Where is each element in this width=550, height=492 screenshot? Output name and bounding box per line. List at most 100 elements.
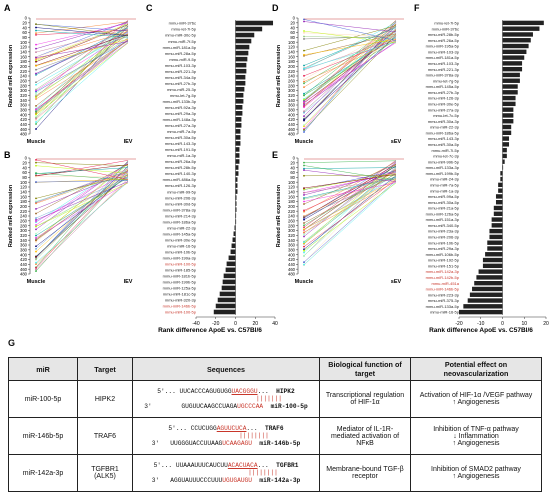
slope-line: [304, 42, 396, 105]
category-label: mmu-miR-30a-5p: [165, 135, 197, 140]
slope-point: [35, 219, 37, 221]
seq-bars: |||||||: [170, 395, 282, 402]
cell-sequence: 5'... UUCACCCAGUGUGGUACGGGU... HIPK2 |||…: [133, 381, 320, 418]
slope-point: [303, 250, 305, 252]
bar: [236, 195, 237, 200]
category-label: mmu-miR-22-3p: [430, 125, 460, 130]
seq-bot-site: UGUGAUGU: [222, 477, 252, 484]
category-label: mmu-miR-7a-5p: [167, 129, 197, 134]
x-category-label: lEV: [124, 139, 133, 145]
slope-point: [35, 23, 37, 25]
category-label: mmu-miR-92a-3p: [165, 105, 197, 110]
bar: [487, 240, 502, 244]
seq-bot-site: UCAAGAGU: [222, 440, 252, 447]
slope-chart-e: Ranked miR expression0204060801001201401…: [276, 156, 404, 285]
category-label: mmu-miR-126a-5p: [426, 211, 460, 216]
slope-point: [35, 32, 37, 34]
bar: [226, 268, 236, 273]
slope-line: [304, 35, 396, 130]
slope-point: [303, 75, 305, 77]
bar: [503, 73, 520, 77]
x-category-label: Muscle: [295, 279, 314, 285]
category-label: mmu-miR-142a-3p: [426, 269, 460, 274]
slope-point: [303, 234, 305, 236]
slope-point: [35, 248, 37, 250]
effect-line: ↑ Angiogenesis: [414, 473, 538, 480]
category-label: mmu-miR-221-3p: [165, 69, 197, 74]
slope-point: [35, 175, 37, 177]
slope-point: [35, 123, 37, 125]
slope-point: [303, 192, 305, 194]
effect-line: ↑ Angiogenesis: [414, 440, 538, 447]
bar: [489, 229, 502, 233]
category-label: mmu-miR-191-5p: [165, 147, 197, 152]
slope-point: [35, 181, 37, 183]
slope-point: [303, 203, 305, 205]
slope-point: [303, 229, 305, 231]
category-label: mmu-miR-99b-5p: [428, 159, 460, 164]
slope-point: [35, 51, 37, 53]
slope-point: [303, 68, 305, 70]
category-label: mmu-miR-181b-5p: [163, 274, 197, 279]
slope-line: [304, 33, 396, 107]
bar: [503, 154, 507, 158]
slope-point: [303, 112, 305, 114]
slope-line: [36, 164, 128, 240]
category-label: mmu-miR-143-3p: [165, 141, 197, 146]
category-label: mmu-miR-181c-5p: [163, 292, 197, 297]
category-label: mmu-let-7i-5p: [171, 27, 196, 32]
bar: [216, 304, 236, 309]
slope-line: [304, 43, 396, 103]
slope-point: [35, 65, 37, 67]
bar: [503, 21, 544, 25]
slope-point: [35, 270, 37, 272]
bar: [503, 102, 516, 106]
slope-point: [303, 264, 305, 266]
bar: [236, 45, 250, 50]
bar: [500, 177, 502, 181]
category-label: mmu-miR-27a-3p: [428, 107, 460, 112]
bar: [236, 33, 255, 38]
slope-line: [304, 31, 396, 87]
slope-point: [35, 84, 37, 86]
seq-top-suffix: ...: [246, 425, 257, 432]
category-label: mmu-miR-1a-3p: [167, 153, 197, 158]
category-label: mmu-miR-451a: [431, 281, 459, 286]
category-label: mmu-miR-103-3p: [428, 61, 460, 66]
header-effect: Potential effect on neovascularization: [411, 358, 542, 381]
bar: [222, 286, 236, 291]
mir-target-table: miR Target Sequences Biological function…: [8, 357, 542, 492]
y-tick-label: 480: [288, 132, 296, 137]
seq-top-prefix: 5'... UUAAAUUUCAUCUU: [154, 462, 228, 469]
category-label: mmu-miR-22-3p: [167, 225, 197, 230]
category-label: mmu-miR-181a-5p: [163, 45, 197, 50]
category-label: mmu-miR-195a-5p: [426, 44, 460, 49]
header-function: Biological function of target: [320, 358, 411, 381]
bar: [236, 75, 246, 80]
seq-top-prefix: 5'... UUCACCCAGUGUGG: [157, 388, 231, 395]
slope-point: [35, 217, 37, 219]
bar: [503, 107, 514, 111]
bar: [503, 148, 507, 152]
category-label: mmu-miR-26a-5p: [165, 159, 197, 164]
seq-top-name: TRAF6: [265, 425, 284, 432]
slope-point: [35, 69, 37, 71]
slope-point: [303, 115, 305, 117]
category-label: mmu-miR-28b-5p: [428, 32, 460, 37]
slope-point: [303, 222, 305, 224]
bar: [503, 55, 525, 59]
x-category-label: Muscle: [27, 139, 46, 145]
slope-line: [304, 40, 396, 95]
slope-point: [303, 65, 305, 67]
category-label: mmu-miR-143-3p: [428, 136, 460, 141]
slope-line: [36, 163, 128, 166]
slope-point: [35, 92, 37, 94]
category-label: mmu-miR-7a-5p: [430, 182, 460, 187]
category-label: mmu-let-7g-5p: [170, 93, 197, 98]
bar: [494, 212, 503, 216]
category-label: mmu-miR-16-5p: [167, 243, 197, 248]
category-label: mmu-miR-206-3p: [165, 195, 197, 200]
category-label: mmu-miR-103-3p: [165, 63, 197, 68]
slope-line: [36, 38, 128, 95]
category-label: mmu-miR-25-3p: [167, 87, 197, 92]
